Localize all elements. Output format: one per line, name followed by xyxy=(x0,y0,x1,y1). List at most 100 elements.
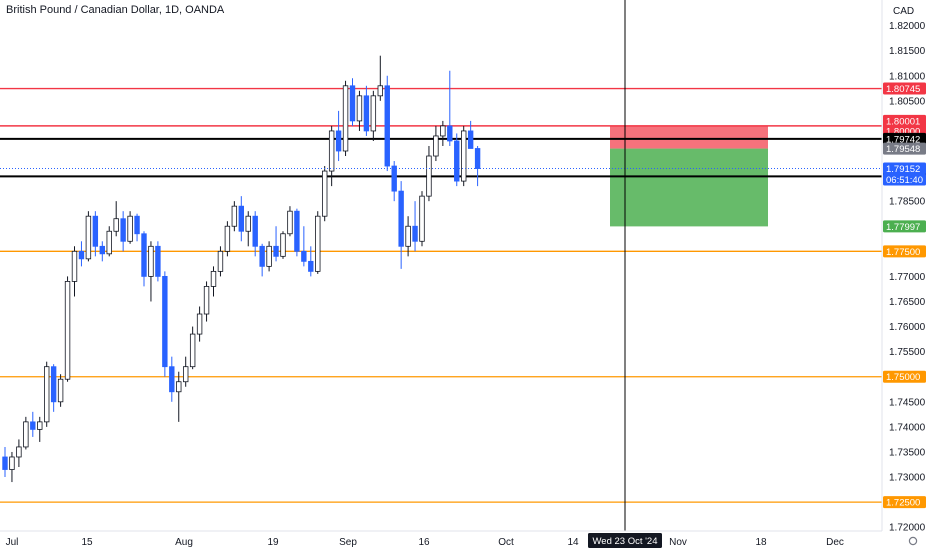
candle[interactable] xyxy=(78,250,85,260)
candle[interactable] xyxy=(176,381,182,393)
price-tag[interactable]: 1.79742 xyxy=(883,132,926,146)
y-tick-label: 1.73500 xyxy=(889,447,926,458)
candle[interactable] xyxy=(287,210,293,235)
take-profit-zone[interactable] xyxy=(610,148,768,227)
candle[interactable] xyxy=(64,281,71,380)
candle[interactable] xyxy=(71,250,78,282)
price-tag[interactable]: 1.79152 xyxy=(883,162,926,175)
price-tag-bg xyxy=(883,114,926,127)
candle[interactable] xyxy=(224,225,231,252)
price-tag-bg xyxy=(883,496,926,509)
candle[interactable] xyxy=(155,245,161,277)
price-tag-bg xyxy=(883,142,926,155)
candle[interactable] xyxy=(106,230,112,255)
candle[interactable] xyxy=(210,270,217,287)
candle[interactable] xyxy=(141,233,147,277)
candle[interactable] xyxy=(169,366,175,393)
y-tick-label: 1.82000 xyxy=(889,21,926,32)
x-tick-label: 18 xyxy=(755,537,767,548)
price-tag[interactable]: 1.77500 xyxy=(883,245,926,258)
candle[interactable] xyxy=(391,165,397,192)
candle[interactable] xyxy=(85,215,92,260)
date-tag-text: Wed 23 Oct '24 xyxy=(592,536,657,547)
price-tag[interactable]: 06:51:40 xyxy=(883,173,926,186)
candle[interactable] xyxy=(342,85,349,152)
price-tag-bg xyxy=(883,132,926,145)
candle[interactable] xyxy=(16,446,22,458)
candle[interactable] xyxy=(467,130,474,149)
candle[interactable] xyxy=(252,215,258,247)
price-tag[interactable]: 1.75000 xyxy=(883,370,926,384)
price-tag[interactable]: 1.72500 xyxy=(883,496,926,509)
price-tag[interactable]: 1.80001 xyxy=(883,114,926,128)
candle[interactable] xyxy=(245,215,251,232)
candle[interactable] xyxy=(196,313,203,335)
candle[interactable] xyxy=(182,366,189,383)
candle[interactable] xyxy=(447,125,453,142)
y-tick-label: 1.77000 xyxy=(889,272,926,283)
candle[interactable] xyxy=(50,366,57,403)
price-tag[interactable]: 1.77997 xyxy=(883,220,926,233)
candle[interactable] xyxy=(57,378,64,403)
candle[interactable] xyxy=(384,85,390,167)
x-tick-label: 15 xyxy=(81,537,93,548)
settings-icon[interactable] xyxy=(908,536,918,546)
candle[interactable] xyxy=(120,218,126,242)
y-tick-label: 1.75500 xyxy=(889,347,926,358)
candle[interactable] xyxy=(370,95,377,132)
candle[interactable] xyxy=(259,245,265,267)
candle[interactable] xyxy=(363,95,370,132)
candle[interactable] xyxy=(454,140,460,182)
candle[interactable] xyxy=(273,245,279,257)
candle[interactable] xyxy=(148,245,154,277)
candle[interactable] xyxy=(294,210,300,252)
price-tag-bg xyxy=(883,220,926,233)
candle[interactable] xyxy=(412,225,418,242)
price-tag[interactable]: 1.80745 xyxy=(883,82,926,96)
price-tag-bg xyxy=(883,173,926,186)
candle[interactable] xyxy=(419,195,425,242)
candle[interactable] xyxy=(356,95,363,122)
candle[interactable] xyxy=(328,130,335,172)
candle[interactable] xyxy=(398,190,404,247)
y-tick-label: 1.74500 xyxy=(889,397,926,408)
y-tick-label: 1.78500 xyxy=(889,197,926,208)
candle[interactable] xyxy=(426,155,432,197)
candle[interactable] xyxy=(405,225,411,247)
candle[interactable] xyxy=(377,85,383,97)
candle[interactable] xyxy=(349,85,356,122)
candle[interactable] xyxy=(37,421,43,430)
candle[interactable] xyxy=(231,205,238,227)
x-tick-label: 16 xyxy=(418,537,430,548)
candle[interactable] xyxy=(2,456,8,470)
candle[interactable] xyxy=(9,456,15,470)
candle[interactable] xyxy=(134,215,140,235)
candle[interactable] xyxy=(127,215,133,242)
candle[interactable] xyxy=(238,205,244,232)
candle[interactable] xyxy=(203,286,210,315)
candle[interactable] xyxy=(308,260,314,272)
candle[interactable] xyxy=(460,130,467,182)
candle[interactable] xyxy=(23,421,29,448)
candle[interactable] xyxy=(280,233,286,257)
candle[interactable] xyxy=(92,215,99,247)
candle[interactable] xyxy=(315,215,321,272)
candle[interactable] xyxy=(162,275,168,368)
candle[interactable] xyxy=(335,130,342,152)
candle[interactable] xyxy=(30,421,36,430)
price-tag[interactable]: 1.79548 xyxy=(883,142,926,156)
candle[interactable] xyxy=(113,218,119,232)
candle[interactable] xyxy=(301,250,307,262)
candle[interactable] xyxy=(44,366,50,423)
candle[interactable] xyxy=(99,245,105,255)
stop-loss-zone[interactable] xyxy=(610,125,768,149)
candle[interactable] xyxy=(433,135,439,157)
candle[interactable] xyxy=(189,333,196,368)
candle[interactable] xyxy=(266,245,272,267)
price-tag-text: 1.72500 xyxy=(886,498,920,509)
candle[interactable] xyxy=(217,250,224,272)
candle[interactable] xyxy=(474,148,481,169)
candle[interactable] xyxy=(321,170,328,217)
candle[interactable] xyxy=(440,125,446,137)
